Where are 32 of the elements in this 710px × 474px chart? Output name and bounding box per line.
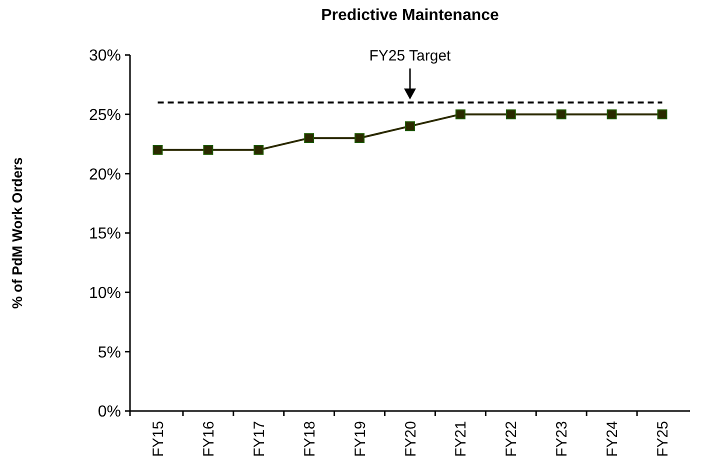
x-tick-label: FY17 [250,421,268,457]
y-axis-title: % of PdM Work Orders [9,157,25,309]
y-tick-label: 20% [88,166,121,184]
x-tick-label: FY20 [402,421,420,457]
y-tick-label: 10% [88,284,121,302]
x-tick-label: FY19 [352,421,369,457]
y-tick-label: 15% [88,226,121,243]
x-tick-label: FY25 [654,421,672,457]
chart-title: Predictive Maintenance [321,7,500,24]
x-tick-label: FY18 [301,421,318,457]
point [455,109,466,120]
point [657,109,668,120]
point [203,144,214,155]
point [304,133,314,144]
y-tick-label: 30% [88,48,121,65]
y-tick-label: 5% [98,344,121,362]
x-tick-label: FY22 [503,421,520,457]
x-tick-label: FY24 [604,421,622,457]
point [506,109,516,120]
point [254,144,264,155]
point [556,109,566,120]
point [354,133,365,144]
ref-line-label: FY25 Target [369,47,452,64]
y-tick-label: 0% [98,404,121,421]
point [152,144,163,155]
x-tick-label: FY21 [452,421,470,457]
x-tick-label: FY23 [554,421,571,457]
x-tick-label: FY15 [150,421,167,457]
point [405,121,415,132]
point [606,109,617,120]
y-tick-label: 25% [88,106,121,124]
x-tick-label: FY16 [200,421,218,457]
